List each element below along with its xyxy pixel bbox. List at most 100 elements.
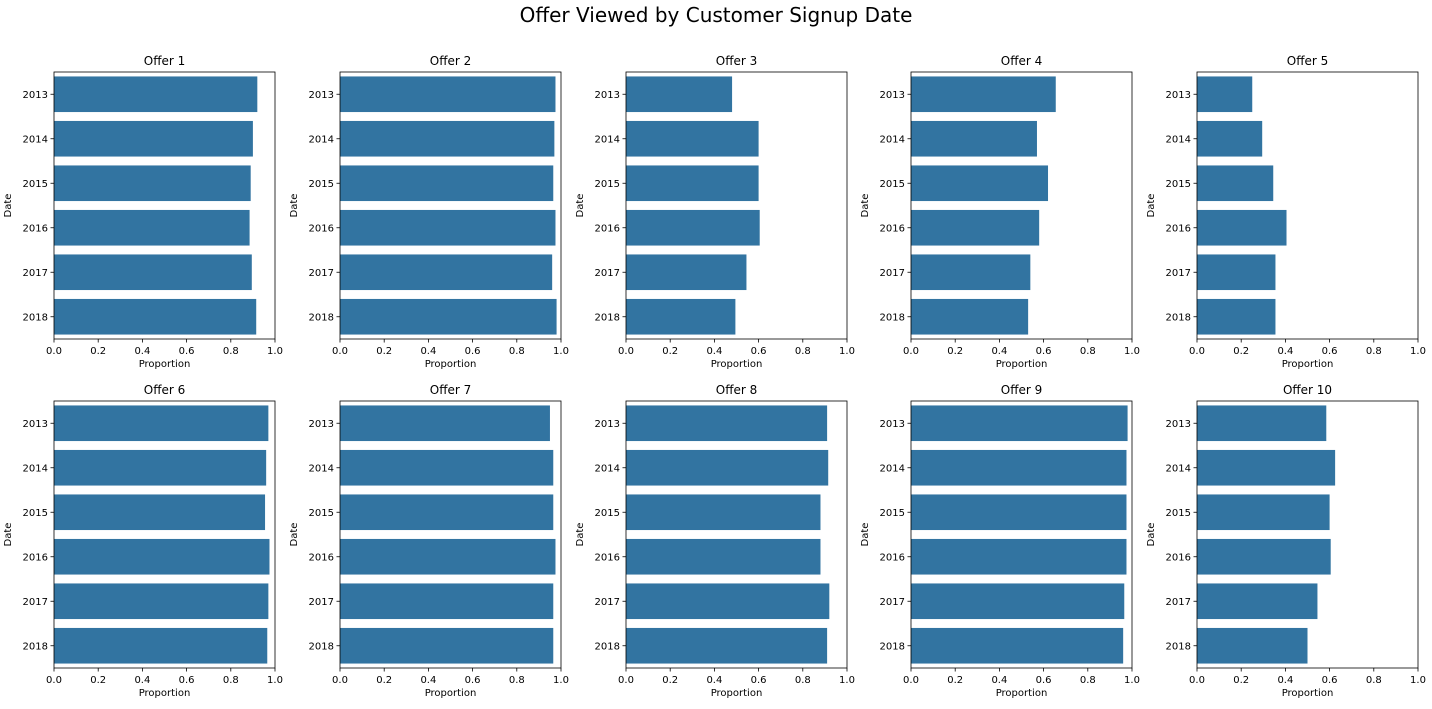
x-axis-label: Proportion <box>996 688 1048 699</box>
x-tick-label: 0.4 <box>420 675 436 686</box>
y-tick-label: 2013 <box>595 419 620 430</box>
y-tick-label: 2015 <box>880 508 905 519</box>
y-tick-label: 2015 <box>595 508 620 519</box>
y-tick-label: 2015 <box>1166 508 1191 519</box>
bar <box>340 494 554 531</box>
panel-title: Offer 4 <box>1001 54 1042 68</box>
x-tick-label: 0.4 <box>134 675 150 686</box>
subplots-grid: 2013 2014 2015 2016 2017 2018 0.0 0.2 0.4 0.6 0.8 1… <box>3 54 1426 699</box>
bar <box>1197 449 1336 486</box>
bar <box>1197 538 1331 575</box>
bar <box>1197 405 1327 442</box>
x-tick-label: 0.2 <box>1233 346 1249 357</box>
bar <box>340 627 554 664</box>
x-axis-label: Proportion <box>139 688 191 699</box>
bar <box>54 165 251 202</box>
y-tick-label: 2014 <box>595 134 620 145</box>
y-tick-label: 2018 <box>880 312 905 323</box>
y-tick-label: 2014 <box>309 134 334 145</box>
bar <box>340 405 550 442</box>
y-tick-label: 2018 <box>23 312 48 323</box>
y-tick-label: 2014 <box>1166 134 1191 145</box>
bar <box>911 538 1127 575</box>
y-tick-label: 2016 <box>880 552 905 563</box>
y-tick-label: 2018 <box>23 641 48 652</box>
x-tick-label: 0.4 <box>991 675 1007 686</box>
x-tick-label: 0.6 <box>1322 346 1338 357</box>
bar <box>626 120 759 157</box>
x-tick-label: 0.4 <box>706 675 722 686</box>
x-axis-label: Proportion <box>139 359 191 370</box>
y-tick-label: 2015 <box>23 508 48 519</box>
y-tick-label: 2016 <box>880 223 905 234</box>
bar <box>340 298 557 335</box>
axes-frame <box>625 71 848 340</box>
bar <box>1197 209 1287 246</box>
bar <box>911 494 1127 531</box>
bar <box>626 209 760 246</box>
x-axis-label: Proportion <box>996 359 1048 370</box>
x-tick-label: 0.0 <box>618 346 634 357</box>
x-tick-label: 0.0 <box>1189 346 1205 357</box>
x-tick-label: 0.4 <box>1277 346 1293 357</box>
y-axis-label: Date <box>289 194 300 218</box>
subplot-panel: 2013 2014 2015 2016 2017 2018 0.0 0.2 0.4 0.6 0.8 1… <box>575 383 855 699</box>
y-tick-label: 2014 <box>880 463 905 474</box>
y-tick-label: 2014 <box>23 134 48 145</box>
y-tick-label: 2018 <box>1166 312 1191 323</box>
y-tick-label: 2015 <box>309 179 334 190</box>
x-tick-label: 0.4 <box>420 346 436 357</box>
x-tick-label: 0.0 <box>332 675 348 686</box>
y-tick-label: 2018 <box>880 641 905 652</box>
y-tick-label: 2016 <box>309 552 334 563</box>
y-tick-label: 2013 <box>1166 90 1191 101</box>
y-tick-label: 2014 <box>595 463 620 474</box>
bar <box>54 76 258 113</box>
x-tick-label: 0.8 <box>1080 675 1096 686</box>
y-tick-label: 2016 <box>595 552 620 563</box>
bar <box>54 449 267 486</box>
x-tick-label: 1.0 <box>839 675 855 686</box>
bar <box>911 76 1056 113</box>
x-tick-label: 0.0 <box>903 675 919 686</box>
panel-title: Offer 7 <box>430 383 471 397</box>
bar <box>626 76 733 113</box>
x-axis-label: Proportion <box>425 359 477 370</box>
panel-title: Offer 8 <box>716 383 757 397</box>
y-tick-label: 2014 <box>1166 463 1191 474</box>
x-tick-label: 0.2 <box>90 675 106 686</box>
x-tick-label: 0.4 <box>706 346 722 357</box>
x-tick-label: 0.8 <box>509 346 525 357</box>
subplot-panel: 2013 2014 2015 2016 2017 2018 0.0 0.2 0.4 0.6 0.8 1… <box>289 383 569 699</box>
panel-title: Offer 3 <box>716 54 757 68</box>
y-tick-label: 2013 <box>880 90 905 101</box>
y-tick-label: 2016 <box>1166 552 1191 563</box>
axes-frame <box>910 71 1133 340</box>
x-tick-label: 0.4 <box>1277 675 1293 686</box>
y-tick-label: 2017 <box>309 268 334 279</box>
y-tick-label: 2015 <box>1166 179 1191 190</box>
bar <box>911 583 1125 620</box>
x-tick-label: 0.2 <box>376 675 392 686</box>
bar <box>626 583 830 620</box>
y-tick-label: 2017 <box>309 597 334 608</box>
y-tick-label: 2013 <box>1166 419 1191 430</box>
x-tick-label: 0.6 <box>465 346 481 357</box>
bar <box>1197 627 1308 664</box>
bar <box>911 449 1127 486</box>
y-tick-label: 2017 <box>595 268 620 279</box>
y-tick-label: 2014 <box>309 463 334 474</box>
x-tick-label: 1.0 <box>267 346 283 357</box>
bar <box>1197 120 1263 157</box>
x-tick-label: 1.0 <box>267 675 283 686</box>
x-tick-label: 0.8 <box>795 346 811 357</box>
panel-title: Offer 10 <box>1283 383 1332 397</box>
y-axis-label: Date <box>860 194 871 218</box>
subplot-panel: 2013 2014 2015 2016 2017 2018 0.0 0.2 0.4 0.6 0.8 1… <box>1146 54 1426 370</box>
x-tick-label: 0.6 <box>179 346 195 357</box>
bar <box>54 120 253 157</box>
bar <box>340 538 556 575</box>
x-tick-label: 1.0 <box>1124 675 1140 686</box>
y-tick-label: 2015 <box>23 179 48 190</box>
y-tick-label: 2016 <box>1166 223 1191 234</box>
